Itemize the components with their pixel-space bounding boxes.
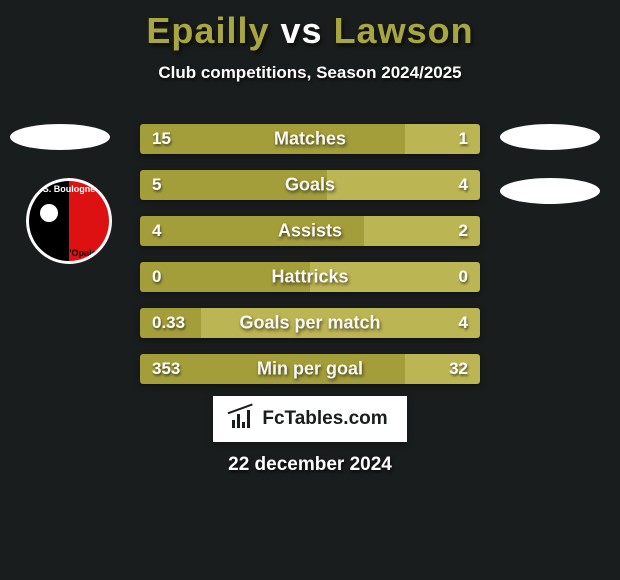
stat-bar-assists: 42Assists [140,216,480,246]
vs-text: vs [281,10,323,51]
stat-label: Min per goal [140,359,480,380]
player1-name: Epailly [146,10,269,51]
fctables-text: FcTables.com [262,408,387,430]
stat-bar-matches: 151Matches [140,124,480,154]
stat-label: Matches [140,129,480,150]
player1-club-badge: S. Boulogne Côte d'Opale [26,178,112,264]
stat-label: Assists [140,221,480,242]
fctables-chart-icon [232,410,254,428]
player2-club-placeholder [500,178,600,204]
subtitle: Club competitions, Season 2024/2025 [0,63,620,83]
stat-bar-goals-per-match: 0.334Goals per match [140,308,480,338]
fctables-logo: FcTables.com [213,396,407,442]
stat-bar-goals: 54Goals [140,170,480,200]
page-title: Epailly vs Lawson [0,10,620,52]
player2-name: Lawson [334,10,474,51]
stat-bar-min-per-goal: 35332Min per goal [140,354,480,384]
stat-label: Goals per match [140,313,480,334]
stat-label: Hattricks [140,267,480,288]
player1-badge-placeholder [10,124,110,150]
date-text: 22 december 2024 [0,454,620,476]
stat-bar-hattricks: 00Hattricks [140,262,480,292]
stat-label: Goals [140,175,480,196]
player2-badge-placeholder [500,124,600,150]
